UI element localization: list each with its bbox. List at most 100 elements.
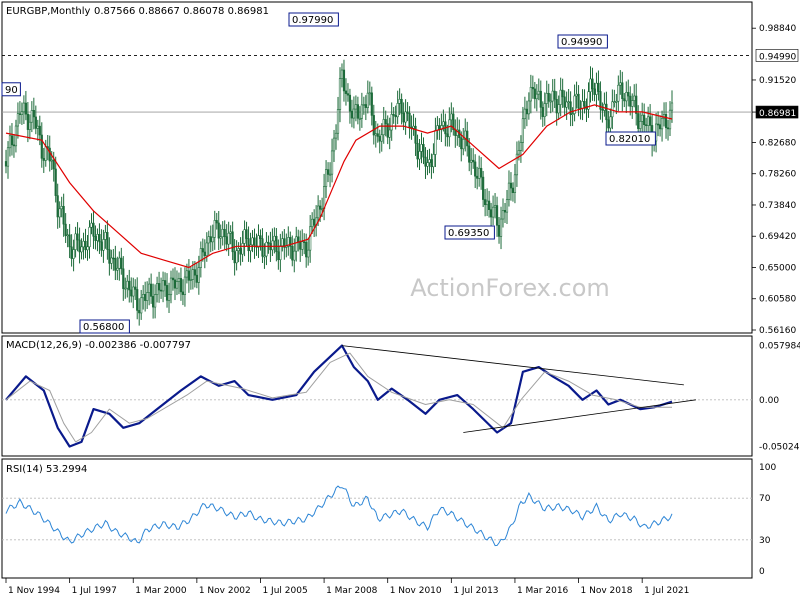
candle-body	[173, 279, 177, 289]
candle-body	[237, 248, 240, 251]
candle-body	[501, 210, 505, 220]
candle-body	[199, 248, 202, 268]
xtick-label: 1 Jul 2021	[644, 586, 689, 596]
candle-body	[138, 310, 141, 314]
candle-body	[257, 235, 260, 248]
xtick-label: 1 Mar 2008	[326, 586, 378, 596]
candle-body	[70, 246, 73, 259]
candle-body	[267, 241, 270, 244]
candle-body	[364, 104, 367, 108]
candle-body	[279, 245, 282, 261]
candle-body	[265, 241, 268, 257]
candle-body	[249, 244, 252, 252]
candle-body	[100, 241, 103, 251]
candle-body	[476, 175, 479, 179]
candle-body	[330, 150, 334, 175]
candle-body	[348, 94, 352, 112]
candle-body	[468, 145, 471, 163]
candle-body	[84, 240, 87, 251]
candle-body	[567, 101, 570, 104]
candle-body	[189, 279, 192, 281]
candle-body	[382, 119, 385, 136]
candle-body	[157, 283, 161, 291]
rsi-ytick-label: 0	[759, 567, 765, 577]
watermark: ActionForex.com	[410, 274, 610, 302]
candle-body	[643, 114, 646, 126]
candle-body	[152, 296, 155, 308]
candle-body	[591, 78, 594, 90]
candle-body	[271, 240, 274, 251]
candle-body	[225, 236, 228, 245]
candle-body	[179, 278, 183, 293]
candle-body	[32, 110, 35, 118]
candle-body	[543, 103, 546, 117]
candle-body	[489, 209, 493, 218]
candle-body	[621, 82, 624, 100]
candle-body	[647, 116, 650, 126]
candle-body	[392, 114, 395, 116]
candle-body	[281, 238, 284, 247]
candle-body	[171, 277, 175, 281]
candle-body	[10, 135, 14, 146]
candle-body	[118, 257, 121, 269]
candle-body	[221, 228, 224, 238]
candle-body	[326, 169, 330, 175]
candle-body	[334, 132, 338, 139]
candle-body	[418, 151, 421, 160]
candle-body	[493, 205, 497, 208]
candle-body	[601, 108, 604, 111]
candle-body	[187, 270, 191, 281]
candle-body	[96, 234, 99, 241]
candle-body	[639, 121, 642, 129]
candle-body	[450, 113, 453, 121]
price-ytick-label: 0.78260	[759, 170, 796, 180]
candle-body	[229, 231, 232, 234]
candle-body	[328, 173, 332, 176]
candle-body	[20, 111, 24, 115]
rsi-ytick-label: 100	[759, 463, 776, 473]
candle-body	[88, 226, 91, 248]
candle-body	[432, 154, 435, 168]
candle-body	[649, 116, 652, 126]
candle-body	[122, 268, 125, 289]
candle-body	[495, 205, 499, 226]
price-ytick-label: 0.65000	[759, 263, 796, 273]
candle-body	[74, 233, 77, 250]
candle-body	[571, 113, 574, 115]
rsi-ytick-label: 30	[759, 536, 771, 546]
candle-body	[440, 125, 443, 131]
candle-body	[575, 93, 578, 97]
candle-body	[356, 104, 359, 119]
candle-body	[247, 238, 250, 252]
candle-body	[446, 133, 449, 138]
rsi-panel-frame	[1, 458, 753, 579]
candle-body	[283, 238, 286, 248]
moving-average-line	[5, 104, 673, 269]
candle-body	[30, 110, 33, 123]
candle-body	[287, 237, 290, 247]
candle-body	[22, 102, 25, 113]
candle-body	[607, 119, 610, 129]
candle-body	[177, 278, 181, 282]
candle-body	[390, 114, 393, 131]
candle-body	[64, 223, 67, 236]
candle-body	[211, 236, 214, 243]
candle-body	[4, 161, 8, 167]
candle-body	[253, 237, 256, 247]
candle-body	[136, 289, 139, 311]
candle-body	[301, 241, 304, 250]
macd-ytick-label: 0.00	[759, 396, 779, 406]
price-tag-box	[755, 105, 799, 119]
candle-body	[44, 146, 47, 161]
candle-body	[40, 134, 43, 159]
candle-body	[104, 232, 107, 240]
candle-body	[159, 289, 163, 292]
candle-body	[217, 222, 220, 239]
candle-body	[203, 251, 206, 257]
candle-body	[464, 130, 467, 140]
candle-body	[515, 153, 519, 176]
candle-body	[503, 210, 507, 213]
candle-body	[627, 92, 630, 97]
candle-body	[549, 100, 552, 103]
candle-body	[295, 236, 298, 252]
